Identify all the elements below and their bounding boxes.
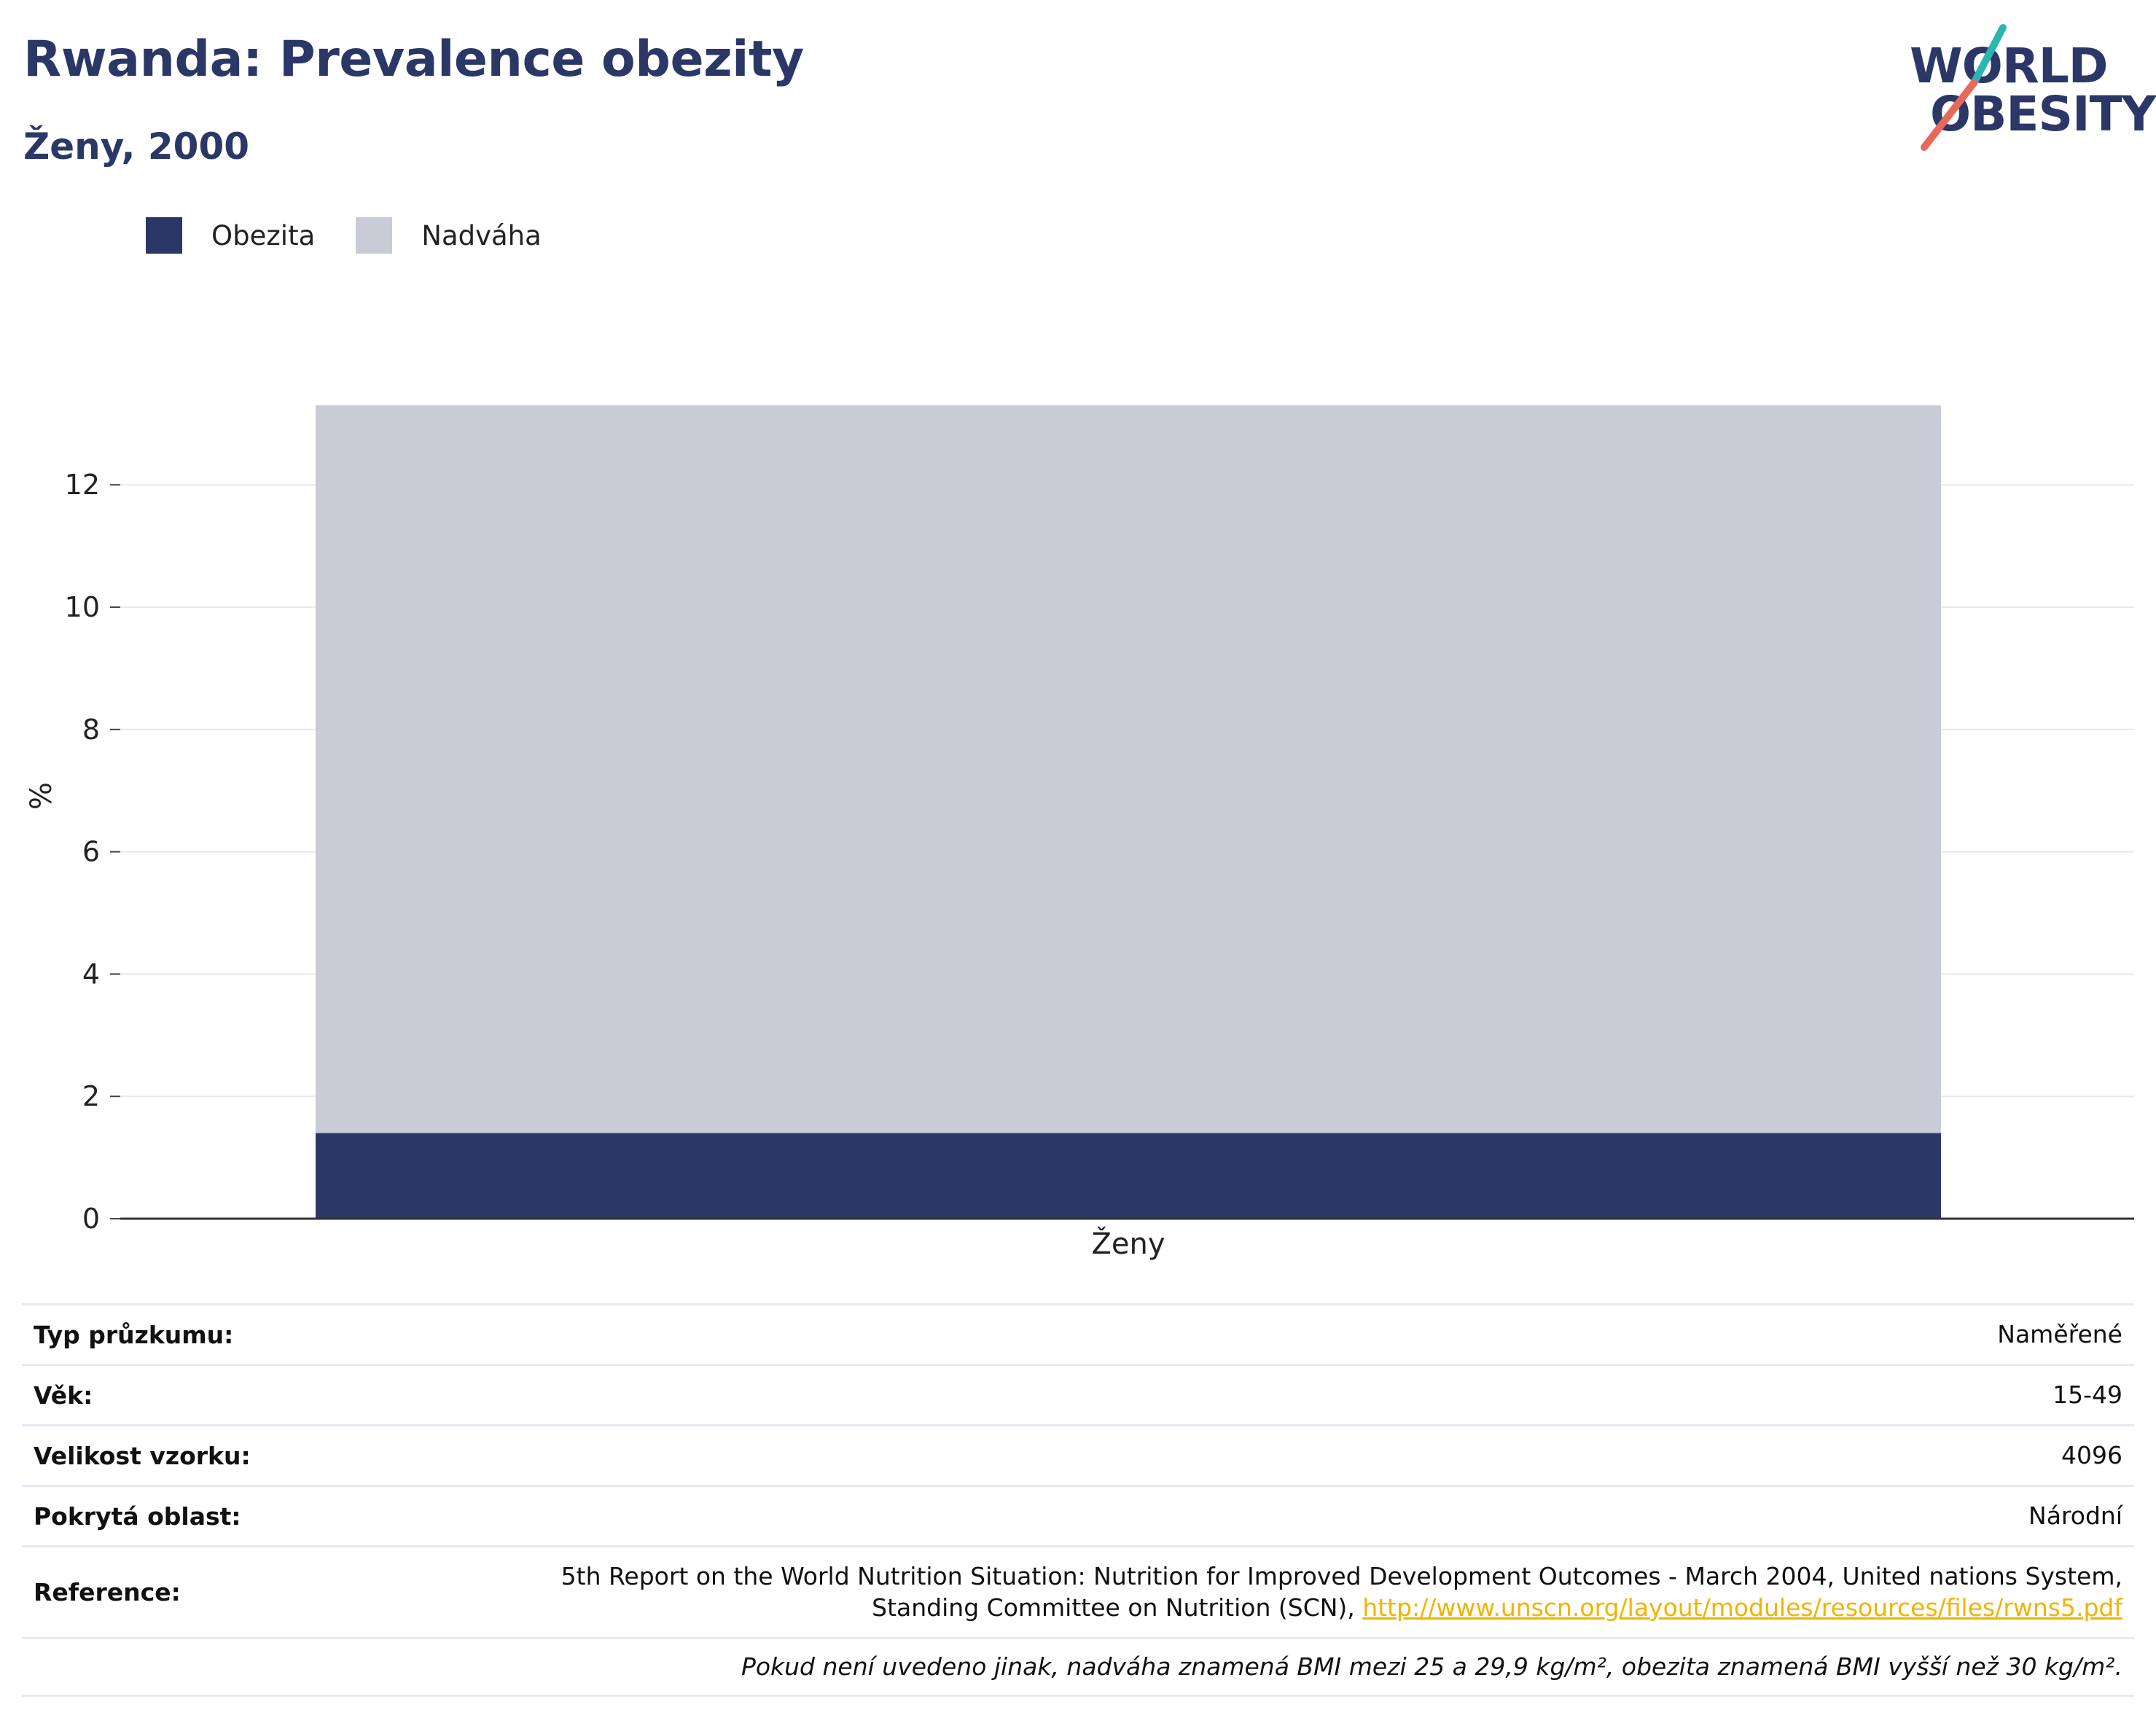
info-label: Pokrytá oblast: <box>34 1501 241 1531</box>
y-tick-label: 12 <box>65 469 100 501</box>
info-row: Typ průzkumu: Naměřené <box>22 1303 2134 1364</box>
info-row: Věk: 15-49 <box>22 1364 2134 1424</box>
logo-line-2: OBESITY <box>1930 86 2156 142</box>
legend-item-overweight[interactable]: Nadváha <box>356 217 542 254</box>
info-row: Pokrytá oblast: Národní <box>22 1485 2134 1545</box>
info-value: 15-49 <box>2053 1380 2122 1409</box>
legend-item-obesity[interactable]: Obezita <box>146 217 315 254</box>
y-tick-label: 0 <box>82 1203 100 1235</box>
survey-info-table: Typ průzkumu: Naměřené Věk: 15-49 Velikost v… <box>22 1303 2134 1697</box>
info-value: Národní <box>2028 1501 2122 1530</box>
info-row: Velikost vzorku: 4096 <box>22 1424 2134 1485</box>
page-title: Rwanda: Prevalence obezity <box>23 31 804 88</box>
legend-swatch-overweight <box>356 217 393 254</box>
page-subtitle: Ženy, 2000 <box>23 125 250 168</box>
y-tick-label: 4 <box>82 958 100 990</box>
info-label: Velikost vzorku: <box>34 1441 251 1470</box>
y-axis-label: % <box>25 782 58 810</box>
world-obesity-logo: WORLD OBESITY <box>1895 22 2156 153</box>
info-label: Typ průzkumu: <box>34 1320 234 1349</box>
info-value-reference: 5th Report on the World Nutrition Situat… <box>561 1561 2122 1624</box>
legend-label-overweight: Nadváha <box>421 219 542 251</box>
info-value: 4096 <box>2061 1440 2122 1469</box>
y-tick-label: 8 <box>82 714 100 746</box>
chart-legend: Obezita Nadváha <box>146 216 582 255</box>
legend-label-obesity: Obezita <box>211 219 316 251</box>
info-row-note: Pokud není uvedeno jinak, nadváha znamen… <box>22 1637 2134 1697</box>
logo-slash-icon <box>1921 24 2007 151</box>
y-tick-label: 10 <box>65 591 100 623</box>
info-row-reference: Reference: 5th Report on the World Nutri… <box>22 1545 2134 1637</box>
bar-obesity[interactable] <box>316 1133 1941 1219</box>
legend-swatch-obesity <box>146 217 182 254</box>
reference-text-line-1: 5th Report on the World Nutrition Situat… <box>561 1561 2122 1590</box>
info-label: Věk: <box>34 1380 93 1410</box>
bar-overweight[interactable] <box>316 405 1941 1133</box>
x-tick-label: Ženy <box>1091 1226 1165 1261</box>
logo-line-1: WORLD <box>1910 38 2109 94</box>
reference-link[interactable]: http://www.unscn.org/layout/modules/reso… <box>1362 1593 2122 1622</box>
y-tick-label: 6 <box>82 836 100 868</box>
bar-chart: 0 2 4 6 8 10 12 Ženy % <box>25 405 2134 1261</box>
y-tick-label: 2 <box>82 1080 100 1112</box>
reference-text-line-2: Standing Committee on Nutrition (SCN), <box>872 1593 1355 1622</box>
info-value: Naměřené <box>1997 1319 2122 1348</box>
info-label-reference: Reference: <box>34 1578 181 1606</box>
definition-note: Pokud není uvedeno jinak, nadváha znamen… <box>741 1652 2122 1681</box>
